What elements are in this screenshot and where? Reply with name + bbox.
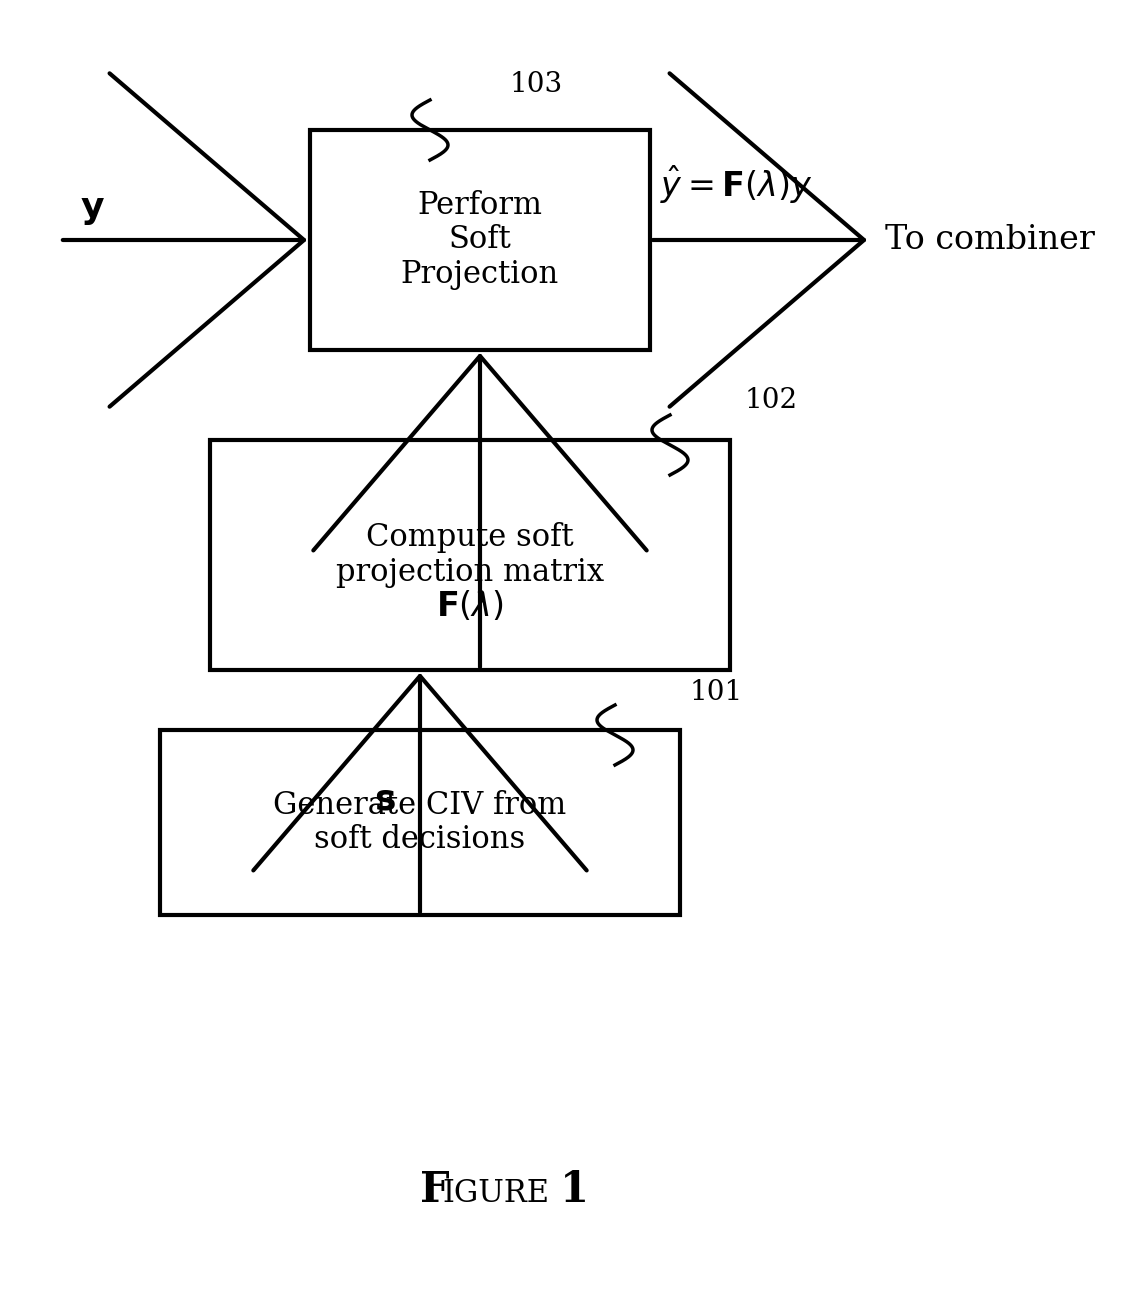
Text: soft decisions: soft decisions: [315, 823, 525, 855]
Bar: [160, 731, 680, 915]
Text: Projection: Projection: [400, 259, 559, 290]
Text: $\mathbf{y}$: $\mathbf{y}$: [80, 193, 105, 227]
Text: 103: 103: [510, 72, 563, 98]
Text: 101: 101: [690, 678, 744, 706]
Text: IGURE: IGURE: [442, 1178, 549, 1209]
Text: projection matrix: projection matrix: [336, 557, 604, 588]
Text: Perform: Perform: [418, 191, 542, 221]
Bar: [310, 129, 650, 350]
Text: Compute soft: Compute soft: [366, 523, 574, 553]
Text: To combiner: To combiner: [885, 223, 1095, 256]
Text: $\mathbf{F}(\lambda)$: $\mathbf{F}(\lambda)$: [436, 589, 503, 623]
Text: Generate CIV from: Generate CIV from: [273, 789, 566, 821]
Text: $\hat{y} = \mathbf{F}(\lambda)y$: $\hat{y} = \mathbf{F}(\lambda)y$: [660, 163, 812, 207]
Text: 102: 102: [745, 387, 799, 413]
Text: 1: 1: [561, 1168, 589, 1212]
Text: F: F: [420, 1168, 450, 1212]
Text: Soft: Soft: [448, 225, 511, 255]
Bar: [210, 440, 730, 670]
Text: $\mathbf{s}$: $\mathbf{s}$: [374, 783, 396, 817]
